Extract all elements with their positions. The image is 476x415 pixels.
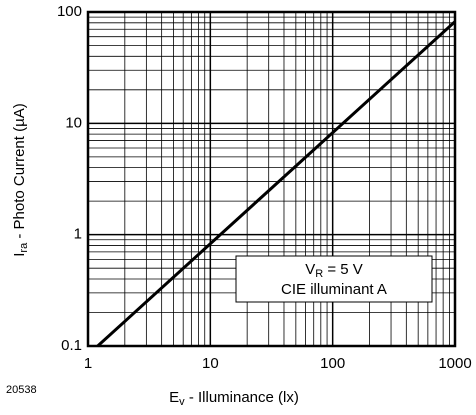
y-tick-label: 0.1 — [61, 337, 82, 354]
x-tick-label: 1000 — [438, 355, 471, 372]
y-axis-label: Ira - Photo Current (µA) — [11, 103, 30, 256]
annotation-line2: CIE illuminant A — [281, 281, 387, 298]
plot-frame — [86, 10, 457, 348]
x-tick-label: 10 — [202, 355, 219, 372]
annotation-line1: VR = 5 V — [305, 261, 363, 280]
x-tick-label: 1 — [84, 355, 92, 372]
x-tick-label: 100 — [320, 355, 345, 372]
annotation-box — [235, 255, 433, 303]
x-axis-label: Ev - Illuminance (lx) — [169, 389, 299, 408]
y-tick-label: 1 — [74, 226, 82, 243]
y-tick-label: 10 — [65, 114, 82, 131]
y-tick-label: 100 — [57, 3, 82, 20]
figure-id: 20538 — [6, 384, 37, 396]
data-line — [96, 20, 457, 348]
